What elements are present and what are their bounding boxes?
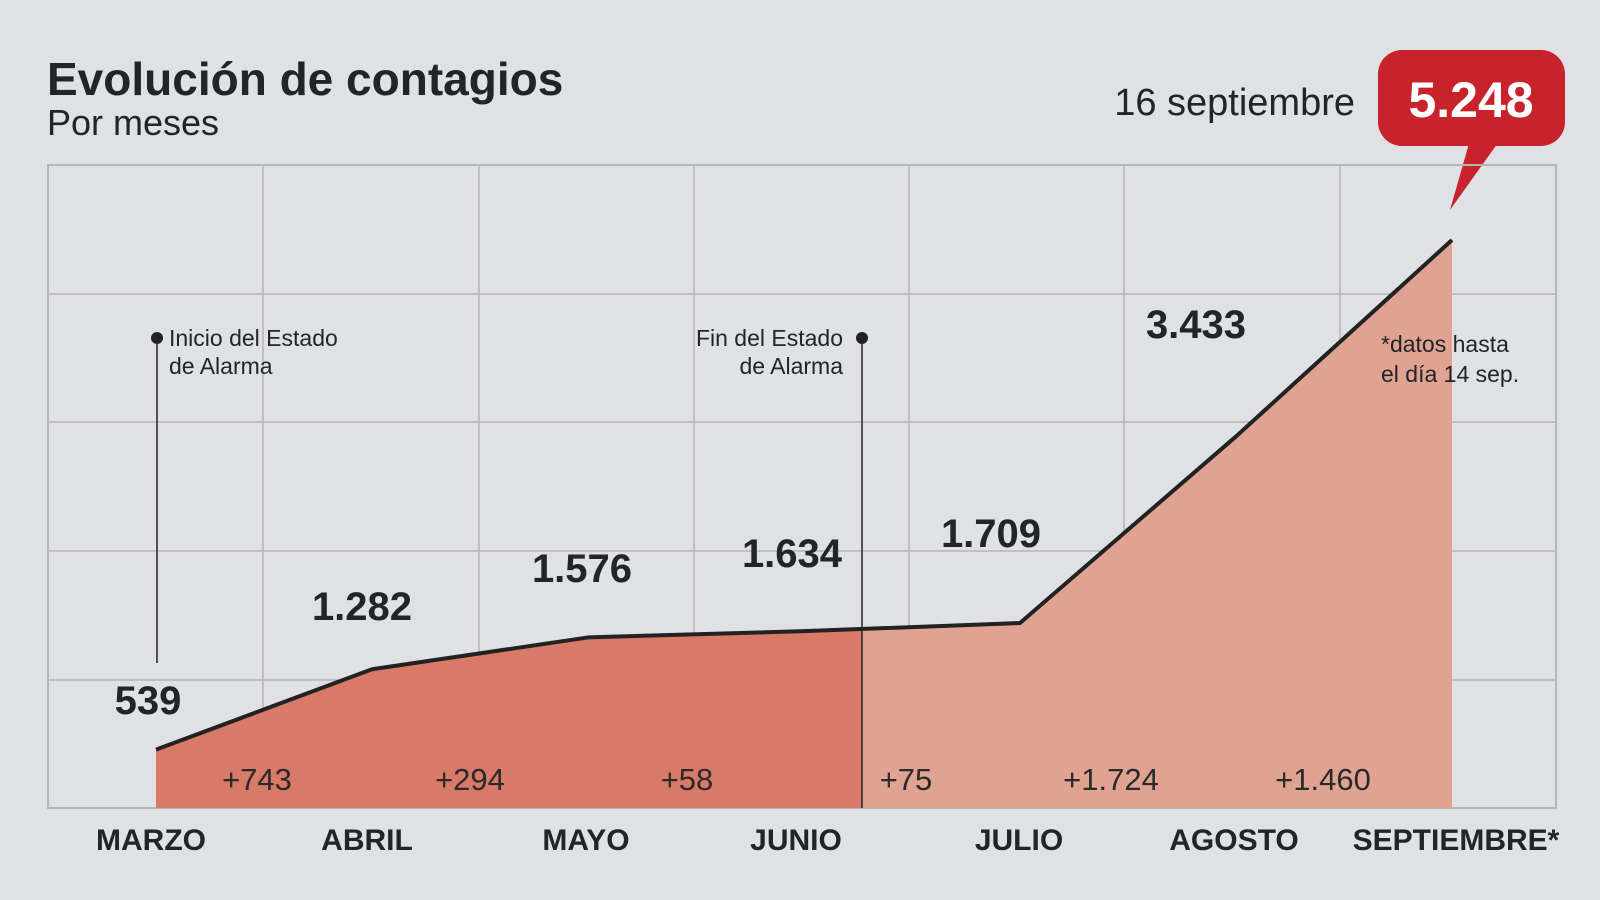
badge-value: 5.248 [1408,72,1533,128]
badge-pointer [1450,140,1500,210]
x-tick-label: SEPTIEMBRE* [1353,824,1560,857]
area-fills [155,238,1454,808]
delta-label: +743 [222,762,292,797]
delta-label: +294 [435,762,505,797]
area-fill-estado-alarma [156,628,862,808]
end-marker-dot [856,332,868,344]
badge-background [1378,50,1565,146]
chart-title: Evolución de contagios [47,53,563,105]
footnote-2: el día 14 sep. [1381,361,1519,387]
chart-subtitle: Por meses [47,102,219,143]
value-label: 1.282 [312,585,412,629]
value-label: 3.433 [1146,303,1246,347]
start-label-1: Inicio del Estado [169,325,338,351]
delta-label: +75 [880,762,933,797]
x-tick-label: AGOSTO [1169,824,1298,857]
x-tick-label: MARZO [96,824,206,857]
x-tick-label: JULIO [975,824,1063,857]
delta-label: +58 [661,762,714,797]
delta-label: +1.460 [1275,762,1371,797]
value-label: 1.709 [941,512,1041,556]
start-marker-dot [151,332,163,344]
x-tick-label: JUNIO [750,824,842,857]
value-label: 1.634 [742,532,843,576]
delta-label: +1.724 [1063,762,1159,797]
annotations: Inicio del Estado de Alarma Fin del Esta… [151,325,1519,808]
labels: 539 1.282 1.576 1.634 1.709 3.433 +743 +294 +58 +… [96,303,1560,857]
highlight-badge: 5.248 [1378,50,1565,210]
x-tick-label: ABRIL [321,824,413,857]
value-label: 1.576 [532,547,632,591]
area-fill-post-alarma [862,240,1452,808]
footnote-1: *datos hasta [1381,331,1509,357]
value-label: 539 [115,679,182,723]
x-tick-label: MAYO [542,824,629,857]
highlight-date: 16 septiembre [1114,82,1355,124]
end-label-2: de Alarma [739,353,843,379]
start-label-2: de Alarma [169,353,273,379]
end-label-1: Fin del Estado [696,325,843,351]
